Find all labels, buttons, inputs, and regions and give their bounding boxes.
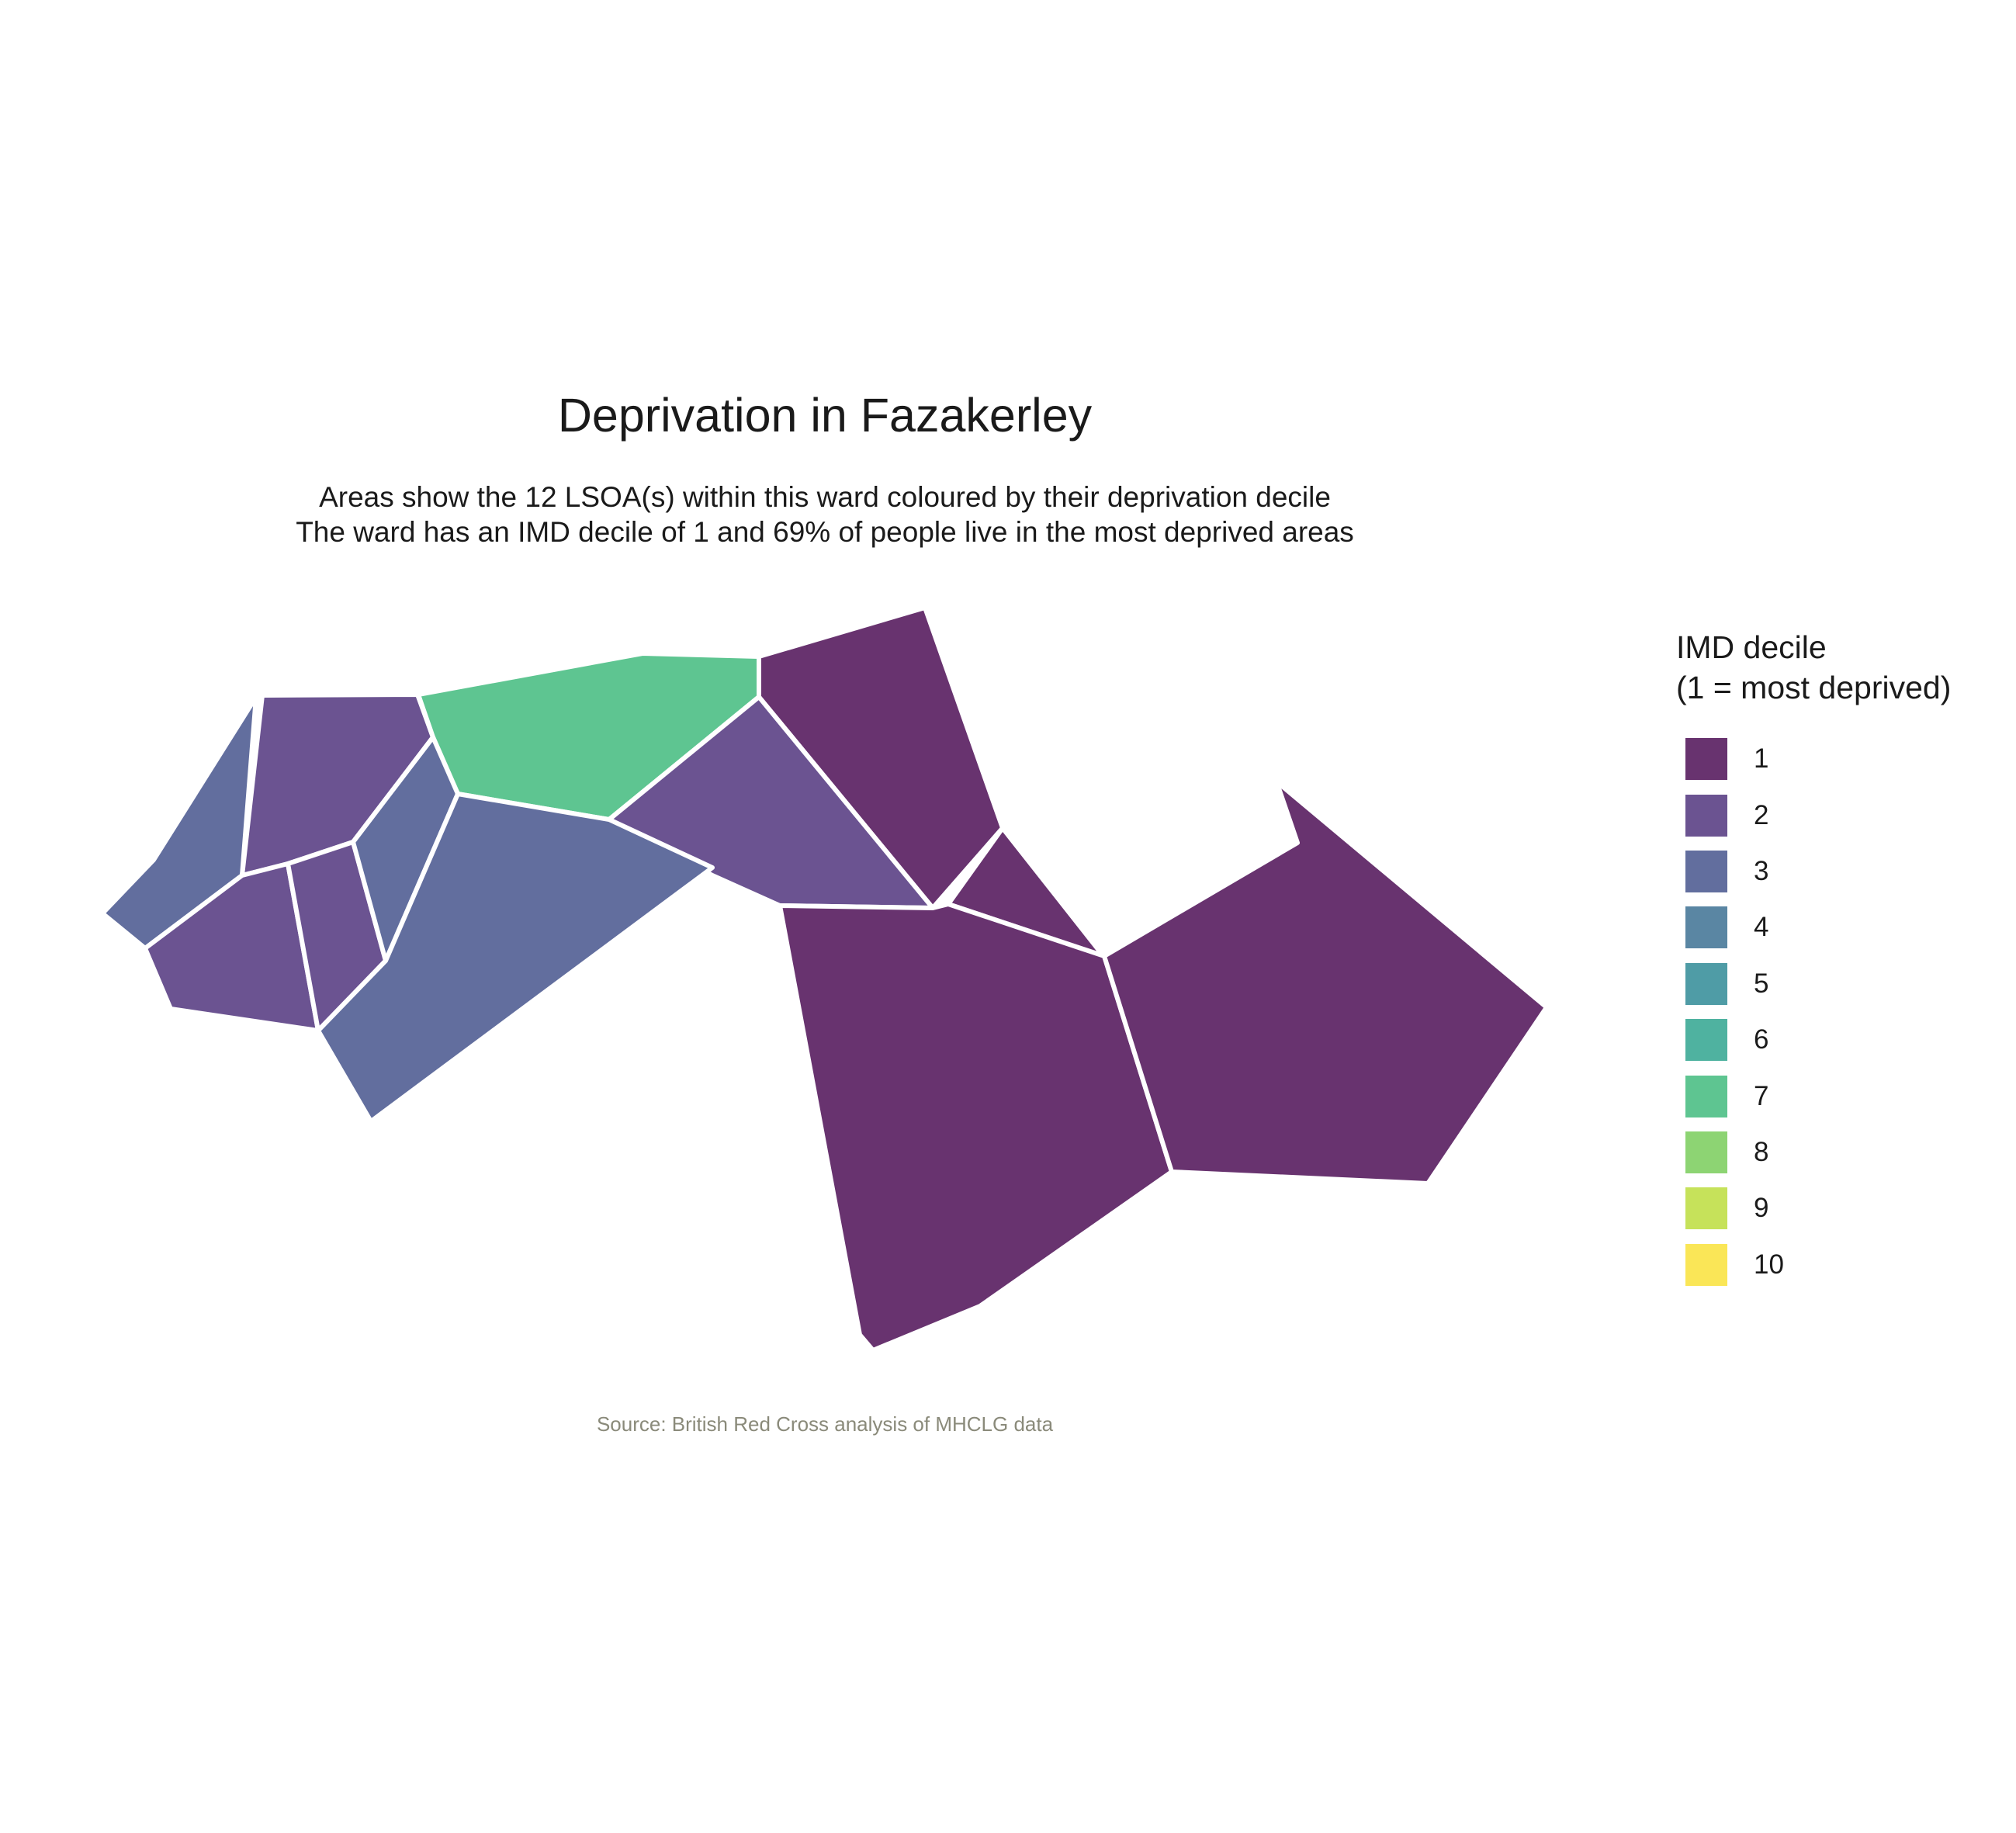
legend-label: 2 (1754, 799, 1769, 830)
legend-item: 7 (1676, 1068, 2002, 1124)
subtitle-line-1: Areas show the 12 LSOA(s) within this wa… (319, 481, 1331, 513)
subtitle-line-2: The ward has an IMD decile of 1 and 69% … (296, 516, 1354, 548)
legend-label: 6 (1754, 1024, 1769, 1055)
chart-title: Deprivation in Fazakerley (557, 389, 1093, 442)
legend-swatch (1685, 738, 1727, 781)
legend-item: 6 (1676, 1012, 2002, 1068)
legend-swatch (1685, 1075, 1727, 1117)
lsoa-area (316, 792, 715, 1124)
legend-item: 5 (1676, 956, 2002, 1012)
lsoa-area (757, 605, 1005, 910)
legend-item: 9 (1676, 1180, 2002, 1236)
legend-label: 10 (1754, 1249, 1784, 1280)
legend-swatch (1685, 794, 1727, 837)
legend-item: 4 (1676, 899, 2002, 955)
legend-title: IMD decile (1 = most deprived) (1676, 627, 2002, 708)
legend-item: 2 (1676, 787, 2002, 843)
legend-item: 10 (1676, 1237, 2002, 1293)
legend-swatch (1685, 1187, 1727, 1230)
legend-swatch (1685, 1019, 1727, 1062)
legend-label: 5 (1754, 968, 1769, 999)
legend-label: 7 (1754, 1080, 1769, 1111)
legend-label: 8 (1754, 1136, 1769, 1167)
legend-label: 4 (1754, 912, 1769, 943)
chart-caption: Source: British Red Cross analysis of MH… (596, 1412, 1054, 1436)
legend-label: 1 (1754, 743, 1769, 774)
legend-label: 9 (1754, 1193, 1769, 1224)
lsoa-area (1102, 779, 1549, 1186)
legend: IMD decile (1 = most deprived) 1 2 3 4 5 6 7 8 9… (1676, 627, 2002, 1293)
chart-subtitle: Areas show the 12 LSOA(s) within this wa… (0, 480, 1650, 549)
legend-item: 1 (1676, 731, 2002, 787)
legend-swatch (1685, 906, 1727, 949)
legend-title-line-2: (1 = most deprived) (1676, 670, 1952, 705)
legend-title-line-1: IMD decile (1676, 629, 1827, 665)
legend-swatch (1685, 850, 1727, 892)
legend-items: 1 2 3 4 5 6 7 8 9 10 (1676, 731, 2002, 1293)
legend-swatch (1685, 1131, 1727, 1173)
legend-item: 8 (1676, 1124, 2002, 1180)
legend-label: 3 (1754, 855, 1769, 886)
legend-swatch (1685, 1243, 1727, 1286)
legend-swatch (1685, 962, 1727, 1005)
legend-item: 3 (1676, 844, 2002, 899)
